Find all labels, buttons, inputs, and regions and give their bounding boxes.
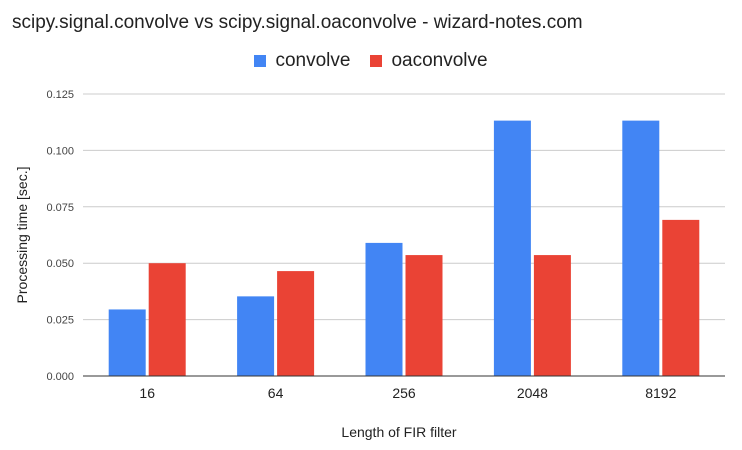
y-tick-label: 0.125: [46, 89, 74, 101]
bar-convolve-64: [237, 296, 275, 376]
legend-swatch-oaconvolve: [370, 55, 383, 67]
bar-convolve-256: [365, 242, 403, 376]
y-tick-label: 0.050: [46, 258, 74, 270]
bar-oaconvolve-16: [148, 263, 186, 376]
bar-convolve-8192: [622, 120, 660, 377]
legend-label-oaconvolve: oaconvolve: [391, 50, 488, 71]
x-tick-label: 8192: [645, 385, 676, 401]
y-tick-label: 0.000: [46, 371, 74, 383]
x-tick-label: 2048: [517, 385, 548, 401]
bar-oaconvolve-2048: [533, 255, 571, 376]
bar-convolve-16: [108, 309, 146, 376]
legend-item-convolve[interactable]: convolve: [254, 50, 350, 72]
x-tick-label: 16: [139, 385, 155, 401]
bar-oaconvolve-8192: [662, 219, 700, 376]
y-tick-label: 0.100: [46, 145, 74, 157]
legend: convolve oaconvolve: [0, 50, 742, 72]
y-tick-label: 0.025: [46, 315, 74, 327]
bar-convolve-2048: [493, 120, 531, 377]
bar-oaconvolve-256: [405, 255, 443, 376]
y-tick-label: 0.075: [46, 202, 74, 214]
bar-oaconvolve-64: [277, 271, 315, 376]
legend-label-convolve: convolve: [275, 50, 351, 71]
x-tick-label: 256: [392, 385, 416, 401]
legend-swatch-convolve: [254, 55, 267, 67]
x-axis-title: Length of FIR filter: [341, 424, 457, 440]
x-tick-label: 64: [268, 385, 284, 401]
y-axis-title: Processing time [sec.]: [14, 167, 30, 304]
legend-item-oaconvolve[interactable]: oaconvolve: [370, 50, 488, 72]
chart-title: scipy.signal.convolve vs scipy.signal.oa…: [12, 12, 583, 33]
